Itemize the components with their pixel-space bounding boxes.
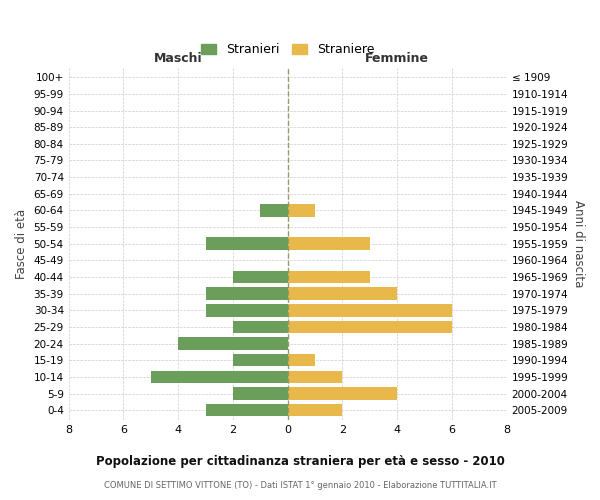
Y-axis label: Anni di nascita: Anni di nascita	[572, 200, 585, 288]
Text: COMUNE DI SETTIMO VITTONE (TO) - Dati ISTAT 1° gennaio 2010 - Elaborazione TUTTI: COMUNE DI SETTIMO VITTONE (TO) - Dati IS…	[104, 481, 496, 490]
Bar	[206, 288, 287, 300]
Bar	[287, 370, 343, 383]
Bar	[233, 320, 287, 333]
Legend: Stranieri, Straniere: Stranieri, Straniere	[196, 38, 379, 61]
Bar	[206, 404, 287, 416]
Bar	[287, 204, 315, 216]
Bar	[233, 388, 287, 400]
Bar	[287, 270, 370, 283]
Bar	[233, 354, 287, 366]
Bar	[206, 238, 287, 250]
Bar	[287, 404, 343, 416]
Y-axis label: Fasce di età: Fasce di età	[15, 208, 28, 279]
Bar	[287, 388, 397, 400]
Bar	[206, 304, 287, 316]
Bar	[178, 338, 287, 350]
Bar	[287, 304, 452, 316]
Bar	[151, 370, 287, 383]
Bar	[287, 288, 397, 300]
Bar	[287, 354, 315, 366]
Text: Popolazione per cittadinanza straniera per età e sesso - 2010: Popolazione per cittadinanza straniera p…	[95, 454, 505, 468]
Bar	[233, 270, 287, 283]
Text: Maschi: Maschi	[154, 52, 202, 65]
Bar	[287, 238, 370, 250]
Text: Femmine: Femmine	[365, 52, 429, 65]
Bar	[260, 204, 287, 216]
Bar	[287, 320, 452, 333]
